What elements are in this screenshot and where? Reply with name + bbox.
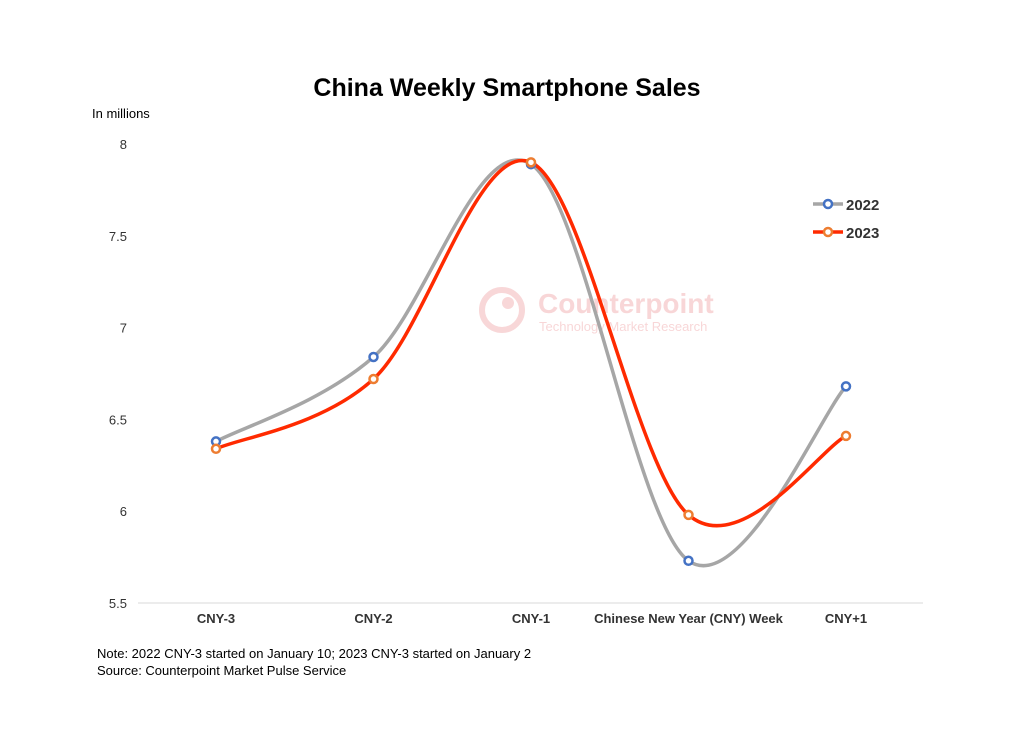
- legend: 2022 2023: [813, 197, 879, 242]
- chart-title: China Weekly Smartphone Sales: [313, 74, 700, 102]
- data-point-2022: [840, 381, 852, 392]
- x-tick-label: Chinese New Year (CNY) Week: [594, 611, 784, 626]
- series-lines: [214, 158, 848, 568]
- legend-marker-2022: [822, 198, 834, 210]
- watermark-tagline: Technology Market Research: [539, 319, 707, 334]
- legend-label-2023: 2023: [846, 225, 879, 242]
- chart-source: Source: Counterpoint Market Pulse Servic…: [97, 663, 346, 678]
- y-tick-label: 6: [120, 504, 127, 519]
- y-axis-ticks: 5.5 6 6.5 7 7.5 8: [109, 137, 127, 611]
- x-axis-ticks: CNY-3 CNY-2 CNY-1 Chinese New Year (CNY) We…: [197, 611, 867, 626]
- data-point-2022: [683, 555, 694, 567]
- series-line-2023: [214, 158, 848, 528]
- data-point-2023: [210, 443, 222, 455]
- data-point-2022: [368, 351, 379, 363]
- x-tick-label: CNY-2: [354, 611, 392, 626]
- y-tick-label: 7.5: [109, 229, 127, 244]
- watermark-logo-dot-icon: [502, 297, 514, 309]
- watermark-brand: Counterpoint: [538, 288, 714, 319]
- data-point-2023: [368, 373, 379, 385]
- y-tick-label: 8: [120, 137, 127, 152]
- series-points: [210, 157, 852, 567]
- y-axis-unit-label: In millions: [92, 106, 150, 121]
- y-tick-label: 5.5: [109, 596, 127, 611]
- watermark-logo-icon: [479, 287, 525, 333]
- y-tick-label: 6.5: [109, 412, 127, 427]
- series-line-2022: [214, 158, 848, 568]
- x-tick-label: CNY-1: [512, 611, 550, 626]
- x-tick-label: CNY+1: [825, 611, 867, 626]
- chart-note: Note: 2022 CNY-3 started on January 10; …: [97, 646, 531, 661]
- counterpoint-watermark: Counterpoint Technology Market Research: [479, 287, 714, 334]
- data-point-2023: [525, 157, 537, 168]
- y-tick-label: 7: [120, 321, 127, 336]
- x-tick-label: CNY-3: [197, 611, 235, 626]
- data-point-2023: [840, 430, 852, 442]
- data-point-2023: [683, 509, 694, 521]
- legend-label-2022: 2022: [846, 197, 879, 214]
- legend-marker-2023: [822, 226, 834, 238]
